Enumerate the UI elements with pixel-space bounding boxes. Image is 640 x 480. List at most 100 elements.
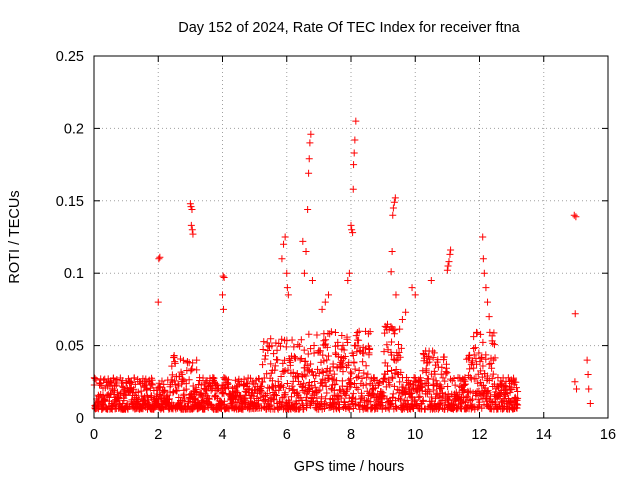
data-point: [307, 130, 315, 138]
data-point: [156, 383, 164, 391]
data-point: [343, 333, 351, 341]
data-point: [426, 388, 434, 396]
data-point: [366, 344, 374, 352]
data-point: [423, 359, 431, 367]
data-point: [328, 374, 336, 382]
data-point: [387, 323, 395, 331]
data-point: [300, 371, 308, 379]
data-point: [189, 382, 197, 390]
data-point: [319, 351, 327, 359]
data-point: [466, 387, 474, 395]
data-point: [235, 391, 243, 399]
y-tick-label: 0.05: [56, 339, 84, 355]
data-point: [471, 344, 479, 352]
data-point: [280, 240, 288, 248]
x-tick-label: 8: [347, 427, 355, 443]
data-point: [137, 387, 145, 395]
data-point: [344, 404, 352, 412]
data-point: [246, 374, 254, 382]
data-point: [188, 226, 196, 234]
data-point: [391, 194, 399, 202]
data-point: [173, 387, 181, 395]
x-tick-label: 4: [218, 427, 226, 443]
data-point: [134, 388, 142, 396]
data-point: [118, 382, 126, 390]
data-point: [283, 337, 291, 345]
data-point: [355, 336, 363, 344]
data-point: [278, 335, 286, 343]
data-point: [220, 397, 228, 405]
data-point: [307, 360, 315, 368]
data-point: [291, 400, 299, 408]
data-point: [389, 326, 397, 334]
x-tick-label: 6: [283, 427, 291, 443]
data-point: [300, 405, 308, 413]
data-point: [260, 338, 268, 346]
data-point: [470, 351, 478, 359]
data-point: [257, 382, 265, 390]
data-point: [229, 388, 237, 396]
data-point: [301, 357, 309, 365]
data-point: [289, 368, 297, 376]
data-point: [334, 338, 342, 346]
data-point: [393, 386, 401, 394]
data-point: [219, 272, 227, 280]
data-point: [277, 342, 285, 350]
data-point: [493, 382, 501, 390]
data-point: [447, 246, 455, 254]
x-tick-label: 12: [471, 427, 487, 443]
data-point: [349, 390, 357, 398]
data-point: [294, 341, 302, 349]
data-point: [352, 383, 360, 391]
data-point: [283, 284, 291, 292]
data-point: [438, 397, 446, 405]
data-point: [375, 378, 383, 386]
data-point: [477, 354, 485, 362]
data-point: [321, 298, 329, 306]
data-point: [171, 359, 179, 367]
data-point: [340, 398, 348, 406]
data-point: [231, 404, 239, 412]
data-point: [188, 205, 196, 213]
data-point: [274, 356, 282, 364]
data-point: [283, 269, 291, 277]
data-point: [348, 393, 356, 401]
data-point: [390, 382, 398, 390]
data-point: [479, 233, 487, 241]
data-point: [331, 400, 339, 408]
data-point: [470, 333, 478, 341]
data-point: [407, 393, 415, 401]
x-tick-label: 14: [536, 427, 552, 443]
y-axis-label: ROTI / TECUs: [7, 190, 23, 283]
data-point: [317, 358, 325, 366]
data-point: [270, 350, 278, 358]
data-point: [232, 387, 240, 395]
data-point: [130, 374, 138, 382]
data-point: [272, 392, 280, 400]
data-point: [425, 352, 433, 360]
data-point: [325, 291, 333, 299]
data-point: [386, 381, 394, 389]
data-point: [205, 394, 213, 402]
data-point: [348, 226, 356, 234]
data-point: [348, 370, 356, 378]
data-point: [417, 377, 425, 385]
data-point: [357, 389, 365, 397]
chart-title: Day 152 of 2024, Rate Of TEC Index for r…: [178, 20, 520, 36]
data-point: [300, 346, 308, 354]
data-point: [473, 328, 481, 336]
data-point: [437, 370, 445, 378]
data-point: [351, 136, 359, 144]
data-point: [463, 355, 471, 363]
data-point: [189, 230, 197, 238]
data-point: [313, 394, 321, 402]
data-point: [126, 378, 134, 386]
data-point: [421, 405, 429, 413]
data-point: [388, 351, 396, 359]
data-point: [283, 379, 291, 387]
data-point: [377, 388, 385, 396]
data-point: [331, 349, 339, 357]
data-point: [338, 360, 346, 368]
data-point: [242, 379, 250, 387]
